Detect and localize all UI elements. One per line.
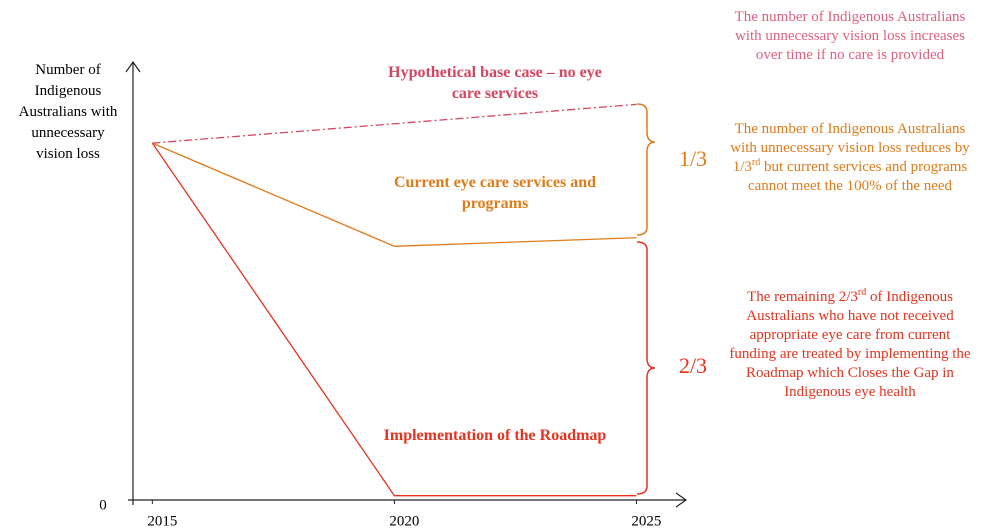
y-axis-label: Number of Indigenous Australians with un… xyxy=(18,62,118,162)
line xyxy=(151,142,637,497)
bracket-label: 2/3 xyxy=(679,353,707,378)
y-axis xyxy=(125,60,141,505)
annotation-text: The number of Indigenous Australians wit… xyxy=(730,121,970,175)
superscript: rd xyxy=(751,157,761,168)
bracket xyxy=(636,241,656,495)
annotation-text: but current services and programs cannot… xyxy=(747,159,968,194)
line xyxy=(152,103,637,144)
annotation: The number of Indigenous Australians wit… xyxy=(728,120,972,196)
series-label: Implementation of the Roadmap xyxy=(383,427,607,444)
x-tick-label: 2025 xyxy=(631,513,661,529)
y-tick-label: 0 xyxy=(99,497,107,513)
annotation-text: The remaining 2/3 xyxy=(747,289,858,305)
bracket-label: 1/3 xyxy=(679,146,707,171)
annotation-text: of Indigenous Australians who have not r… xyxy=(729,289,971,400)
series-label: Current eye care services and programs xyxy=(393,174,596,212)
x-tick-label: 2020 xyxy=(389,513,419,529)
annotation: The remaining 2/3rd of Indigenous Austra… xyxy=(728,288,972,402)
x-tick-label: 2015 xyxy=(147,513,177,529)
annotation: The number of Indigenous Australians wit… xyxy=(728,8,972,65)
superscript: rd xyxy=(857,287,867,298)
series-label: Hypothetical base case – no eye care ser… xyxy=(388,64,602,102)
x-axis xyxy=(128,492,688,508)
bracket xyxy=(636,103,656,236)
line xyxy=(152,142,637,247)
annotation-text: The number of Indigenous Australians wit… xyxy=(734,9,966,63)
